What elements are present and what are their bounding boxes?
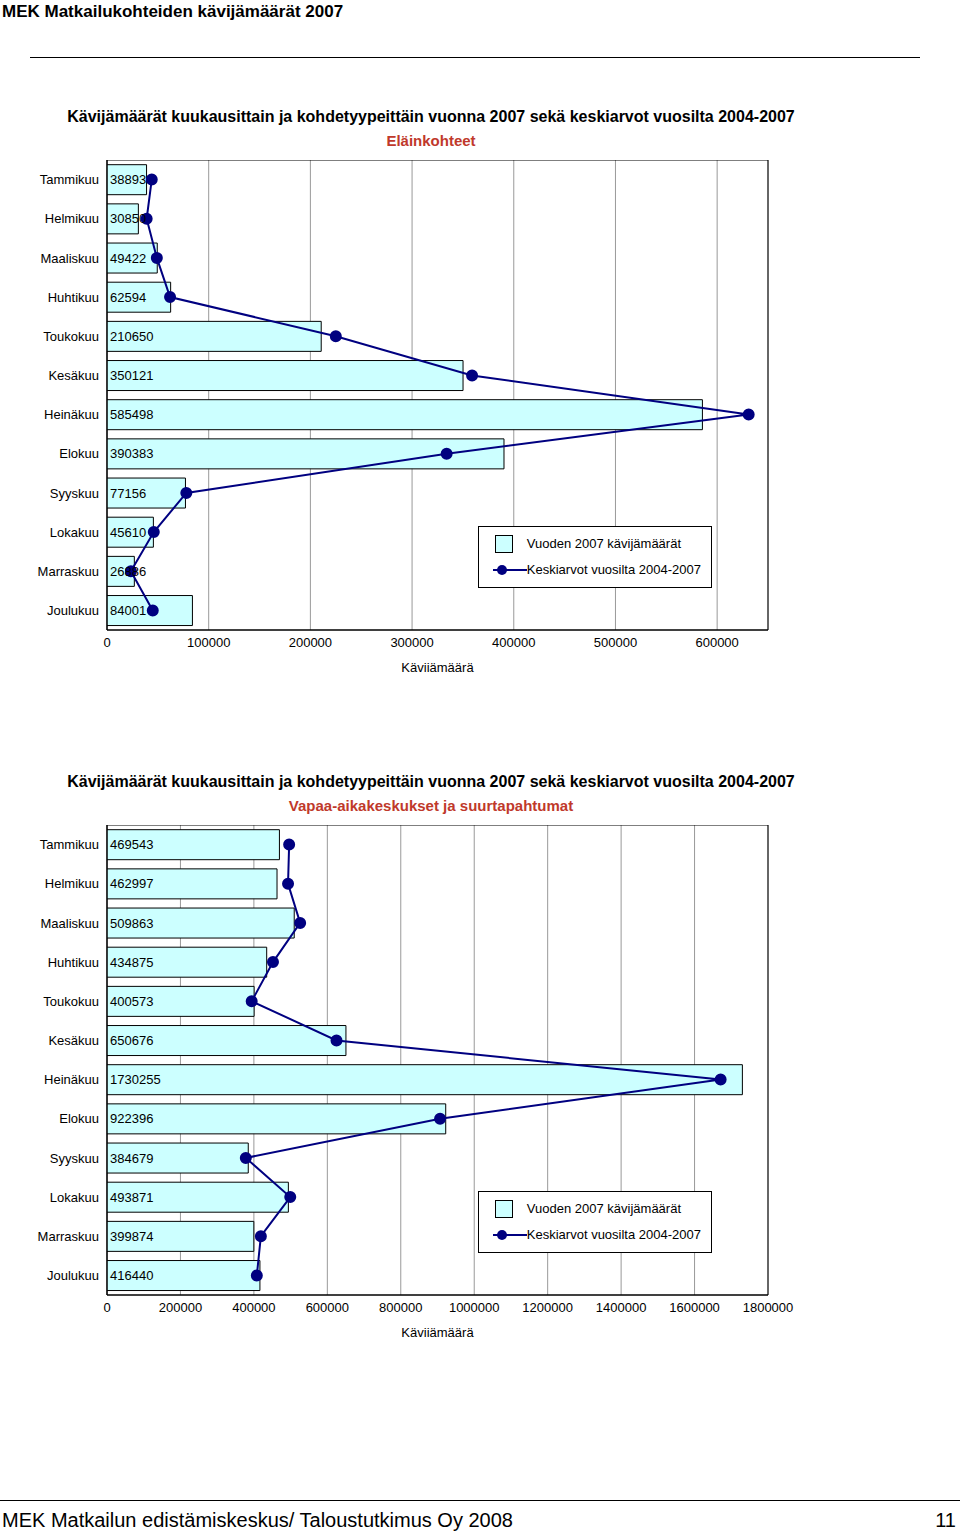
- svg-text:Maaliskuu: Maaliskuu: [40, 916, 99, 931]
- svg-text:399874: 399874: [110, 1229, 153, 1244]
- svg-text:Tammikuu: Tammikuu: [40, 172, 99, 187]
- svg-text:100000: 100000: [187, 635, 230, 650]
- svg-text:384679: 384679: [110, 1151, 153, 1166]
- svg-text:Huhtikuu: Huhtikuu: [48, 955, 99, 970]
- svg-text:469543: 469543: [110, 837, 153, 852]
- svg-text:Heinäkuu: Heinäkuu: [44, 407, 99, 422]
- svg-text:585498: 585498: [110, 407, 153, 422]
- svg-text:1000000: 1000000: [449, 1300, 500, 1315]
- svg-text:Syyskuu: Syyskuu: [50, 486, 99, 501]
- html-text:Eläinkohteet: Eläinkohteet: [386, 132, 476, 149]
- html-text:11: 11: [935, 1509, 956, 1531]
- svg-text:Toukokuu: Toukokuu: [43, 994, 99, 1009]
- svg-text:Lokakuu: Lokakuu: [50, 1190, 99, 1205]
- svg-text:84001: 84001: [110, 603, 146, 618]
- svg-text:922396: 922396: [110, 1111, 153, 1126]
- svg-text:600000: 600000: [695, 635, 738, 650]
- svg-text:26886: 26886: [110, 564, 146, 579]
- svg-text:650676: 650676: [110, 1033, 153, 1048]
- svg-text:77156: 77156: [110, 486, 146, 501]
- svg-text:Helmikuu: Helmikuu: [45, 876, 99, 891]
- svg-text:Kävijämäärä: Kävijämäärä: [401, 660, 474, 672]
- svg-text:Kesäkuu: Kesäkuu: [48, 368, 99, 383]
- svg-text:509863: 509863: [110, 916, 153, 931]
- svg-text:Joulukuu: Joulukuu: [47, 1268, 99, 1283]
- svg-text:1730255: 1730255: [110, 1072, 161, 1087]
- svg-text:30850: 30850: [110, 211, 146, 226]
- svg-text:400000: 400000: [492, 635, 535, 650]
- svg-text:0: 0: [103, 635, 110, 650]
- html-text:MEK Matkailun edistämiskeskus/: MEK Matkailun edistämiskeskus/ Taloustut…: [2, 1509, 513, 1531]
- svg-text:38893: 38893: [110, 172, 146, 187]
- html-text:Keskiarvot vuosilta 2004-2007: Keskiarvot vuosilta 2004-2007: [526, 1227, 701, 1242]
- svg-text:Tammikuu: Tammikuu: [40, 837, 99, 852]
- svg-text:Kesäkuu: Kesäkuu: [48, 1033, 99, 1048]
- svg-text:Huhtikuu: Huhtikuu: [48, 290, 99, 305]
- svg-text:350121: 350121: [110, 368, 153, 383]
- svg-text:49422: 49422: [110, 251, 146, 266]
- html-text:Vapaa-aikakeskukset ja suurtap: Vapaa-aikakeskukset ja suurtapahtumat: [288, 797, 574, 814]
- html-text:Kävijämäärät kuukausittain ja: Kävijämäärät kuukausittain ja kohdetyype…: [67, 773, 795, 790]
- svg-text:200000: 200000: [289, 635, 332, 650]
- svg-text:Marraskuu: Marraskuu: [38, 1229, 99, 1244]
- svg-text:Maaliskuu: Maaliskuu: [40, 251, 99, 266]
- svg-text:Joulukuu: Joulukuu: [47, 603, 99, 618]
- svg-text:45610: 45610: [110, 525, 146, 540]
- svg-text:Kävijämäärä: Kävijämäärä: [401, 1325, 474, 1337]
- svg-text:Elokuu: Elokuu: [59, 1111, 99, 1126]
- svg-text:Elokuu: Elokuu: [59, 446, 99, 461]
- html-text:Vuoden 2007 kävijämäärät: Vuoden 2007 kävijämäärät: [526, 1201, 681, 1216]
- svg-text:Toukokuu: Toukokuu: [43, 329, 99, 344]
- svg-text:1600000: 1600000: [669, 1300, 720, 1315]
- svg-text:200000: 200000: [159, 1300, 202, 1315]
- svg-text:1200000: 1200000: [522, 1300, 573, 1315]
- svg-text:300000: 300000: [390, 635, 433, 650]
- svg-text:600000: 600000: [306, 1300, 349, 1315]
- svg-text:500000: 500000: [594, 635, 637, 650]
- svg-text:800000: 800000: [379, 1300, 422, 1315]
- svg-text:0: 0: [103, 1300, 110, 1315]
- svg-text:1800000: 1800000: [743, 1300, 794, 1315]
- svg-text:434875: 434875: [110, 955, 153, 970]
- svg-text:Heinäkuu: Heinäkuu: [44, 1072, 99, 1087]
- svg-text:400000: 400000: [232, 1300, 275, 1315]
- svg-text:390383: 390383: [110, 446, 153, 461]
- svg-text:400573: 400573: [110, 994, 153, 1009]
- svg-text:Helmikuu: Helmikuu: [45, 211, 99, 226]
- svg-text:210650: 210650: [110, 329, 153, 344]
- svg-text:Syyskuu: Syyskuu: [50, 1151, 99, 1166]
- html-text:Keskiarvot vuosilta 2004-2007: Keskiarvot vuosilta 2004-2007: [526, 562, 701, 577]
- html-text:MEK Matkailukohteiden kävijämä: MEK Matkailukohteiden kävijämäärät 2007: [2, 2, 344, 21]
- svg-text:416440: 416440: [110, 1268, 153, 1283]
- svg-text:Lokakuu: Lokakuu: [50, 525, 99, 540]
- svg-text:493871: 493871: [110, 1190, 153, 1205]
- svg-text:1400000: 1400000: [596, 1300, 647, 1315]
- html-text:Kävijämäärät kuukausittain ja: Kävijämäärät kuukausittain ja kohdetyype…: [67, 108, 795, 125]
- svg-text:62594: 62594: [110, 290, 146, 305]
- html-text:Vuoden 2007 kävijämäärät: Vuoden 2007 kävijämäärät: [526, 536, 681, 551]
- svg-text:462997: 462997: [110, 876, 153, 891]
- svg-text:Marraskuu: Marraskuu: [38, 564, 99, 579]
